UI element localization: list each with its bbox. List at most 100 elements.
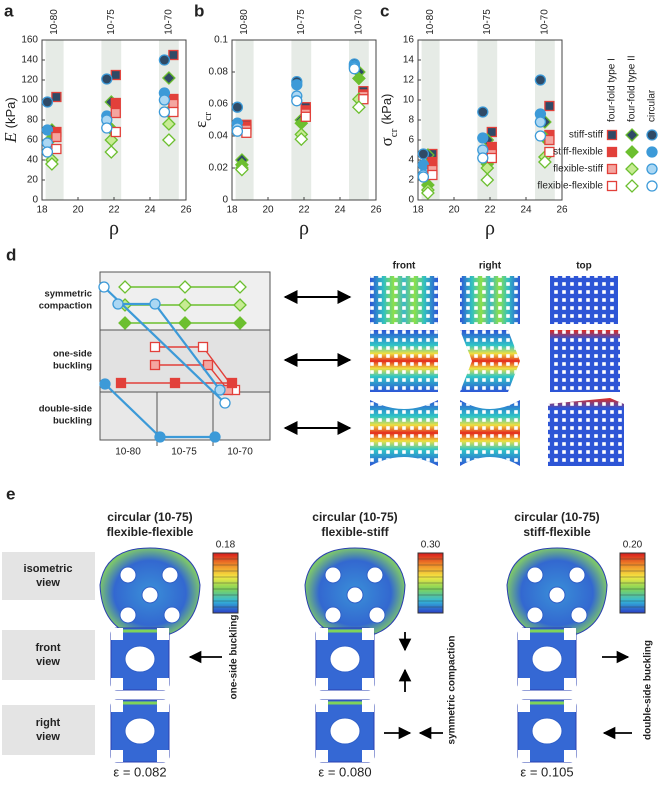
- marker-square: [486, 126, 497, 138]
- group-label: 10-70: [354, 9, 365, 35]
- marker-circle: [158, 54, 171, 66]
- cell-notch: [316, 750, 328, 762]
- group-label: 10-75: [296, 9, 307, 35]
- marker-square: [110, 69, 121, 81]
- view-box: [2, 552, 95, 600]
- y-tick-label: 60: [27, 135, 39, 146]
- marker-square: [110, 107, 121, 119]
- mode-label: double-side: [39, 404, 92, 415]
- marker-square: [115, 377, 127, 389]
- marker-square: [300, 111, 311, 122]
- x-tick-label: 26: [370, 205, 382, 216]
- y-tick-label: 120: [21, 75, 38, 86]
- cell-notch: [157, 700, 169, 712]
- x-tick-label: 22: [108, 205, 120, 216]
- colorbar-max: 0.18: [216, 540, 236, 551]
- marker-circle: [646, 146, 658, 158]
- column-label: 10-70: [227, 447, 253, 458]
- lattice-holes: [370, 330, 438, 392]
- y-tick-label: 0.08: [209, 67, 229, 78]
- cell-notch: [564, 628, 576, 640]
- marker-circle: [99, 378, 111, 390]
- y-tick-label: 20: [27, 175, 39, 186]
- y-axis-label: εcr: [191, 112, 214, 128]
- y-label-unit: (kPa): [3, 97, 18, 128]
- cell-hole: [346, 586, 364, 604]
- view-box: [2, 705, 95, 755]
- legend-row: stiff-flexible: [553, 147, 603, 158]
- column-label: 10-80: [115, 447, 141, 458]
- y-tick-label: 6: [408, 135, 414, 146]
- cell-notch: [111, 750, 123, 762]
- y-tick-label: 12: [403, 75, 415, 86]
- marker-diamond: [625, 128, 639, 142]
- marker-circle: [477, 106, 489, 118]
- marker-circle: [291, 95, 303, 107]
- cell-notch: [362, 750, 374, 762]
- marker-diamond: [625, 162, 639, 176]
- marker-circle: [101, 122, 113, 134]
- marker-square: [110, 97, 121, 109]
- legend-row: flexible-stiff: [553, 164, 603, 175]
- cell-hole: [526, 606, 544, 624]
- marker-circle: [231, 101, 244, 113]
- group-label: 10-80: [239, 9, 250, 35]
- mode-label: one-side buckling: [229, 614, 240, 699]
- y-tick-label: 2: [408, 175, 414, 186]
- legend-column: four-fold type II: [627, 55, 638, 122]
- cell-notch: [518, 628, 530, 640]
- y-tick-label: 8: [408, 115, 414, 126]
- colorbar-max: 0.20: [623, 540, 643, 551]
- x-tick-label: 24: [334, 205, 346, 216]
- lattice-holes: [460, 400, 520, 466]
- marker-circle: [98, 281, 110, 293]
- mode-label: symmetric compaction: [447, 636, 458, 745]
- marker-diamond: [104, 145, 119, 159]
- marker-square: [427, 169, 438, 181]
- y-tick-label: 0: [408, 195, 414, 206]
- cell-hole: [124, 645, 156, 673]
- x-tick-label: 22: [298, 205, 310, 216]
- marker-circle: [646, 180, 658, 192]
- y-label-symbol: E: [1, 132, 20, 144]
- marker-square: [149, 341, 161, 353]
- panel-label: d: [6, 245, 16, 264]
- legend-row: flexible-flexible: [537, 181, 603, 192]
- y-tick-label: 0.1: [214, 35, 228, 46]
- cell-hole: [548, 586, 566, 604]
- marker-circle: [291, 79, 303, 91]
- marker-diamond: [420, 186, 435, 200]
- x-tick-label: 24: [144, 205, 156, 216]
- cell-notch: [316, 700, 328, 712]
- marker-circle: [534, 130, 547, 142]
- cell-hole: [329, 717, 361, 745]
- marker-diamond: [294, 132, 309, 147]
- x-tick-label: 20: [262, 205, 274, 216]
- marker-diamond: [118, 280, 132, 294]
- cell-notch: [111, 628, 123, 640]
- y-tick-label: 4: [408, 155, 414, 166]
- marker-circle: [41, 124, 54, 136]
- marker-diamond: [161, 117, 176, 131]
- cell-notch: [564, 750, 576, 762]
- panel-label: c: [380, 1, 389, 20]
- marker-square: [544, 100, 555, 112]
- lattice-holes: [370, 276, 438, 324]
- marker-square: [149, 359, 161, 371]
- x-tick-label: 18: [36, 205, 48, 216]
- y-axis-label: E (kPa): [1, 97, 20, 143]
- group-label: 10-75: [482, 9, 493, 35]
- column-title: stiff-flexible: [523, 525, 591, 539]
- y-label-unit: (kPa): [379, 94, 394, 125]
- marker-square: [358, 94, 369, 105]
- panel-e: isometric view front view right view circular …: [2, 510, 654, 779]
- marker-square: [110, 126, 121, 138]
- cell-hole: [329, 645, 361, 673]
- marker-square: [51, 131, 62, 143]
- cell-notch: [518, 750, 530, 762]
- marker-diamond: [625, 145, 639, 159]
- legend-column: four-fold type I: [607, 58, 618, 122]
- marker-circle: [477, 152, 489, 164]
- cell-notch: [564, 700, 576, 712]
- x-tick-label: 20: [448, 205, 460, 216]
